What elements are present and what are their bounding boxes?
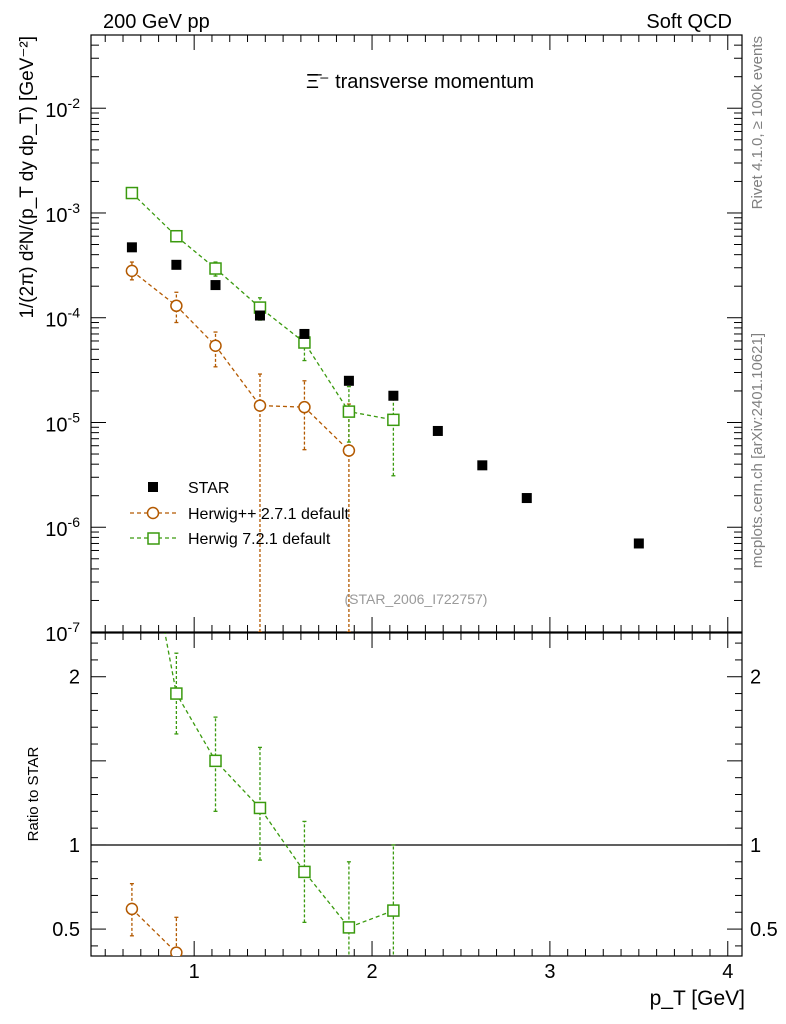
main-point-herwig7 (170, 229, 183, 243)
ratio-point-herwig7 (298, 865, 311, 879)
legend-label-star: STAR (188, 480, 229, 497)
ratio-axis-ticks (91, 633, 742, 956)
ratio-y-tick-label-right: 2 (750, 667, 761, 689)
legend-marker-star (148, 482, 158, 492)
main-point-star (521, 493, 532, 504)
main-point-herwig7 (125, 186, 139, 200)
legend-entry-herwigpp: Herwig++ 2.7.1 default (130, 506, 350, 523)
ratio-series-herwig7 (126, 453, 400, 956)
main-line-herwigpp (131, 270, 350, 451)
main-point-star (126, 242, 137, 253)
rivet-version-label: Rivet 4.1.0, ≥ 100k events (749, 36, 766, 209)
ratio-panel: 0.5 0.5 1 1 2 2 1 2 3 4 Ratio to STAR p_T [GeV] (25, 453, 778, 1010)
ratio-point-herwigpp (125, 902, 139, 916)
main-y-tick-label: 10-7 (45, 619, 80, 646)
ratio-x-tick-labels: 1 2 3 4 (189, 961, 734, 983)
main-point-star (477, 460, 488, 471)
chart-title: Ξ̄⁻ transverse momentum (306, 71, 534, 93)
x-tick-label: 4 (722, 961, 733, 983)
legend-entry-herwig7: Herwig 7.2.1 default (130, 531, 331, 548)
main-point-herwig7 (387, 413, 400, 427)
ratio-point-herwig7 (387, 904, 400, 917)
main-y-tick-label: 10-2 (45, 95, 80, 122)
ratio-y-tick-label: 1 (69, 835, 80, 857)
legend-marker-herwigpp (146, 506, 160, 520)
main-point-herwigpp (170, 299, 183, 313)
main-point-star (388, 390, 399, 401)
legend-label-herwig7: Herwig 7.2.1 default (188, 531, 331, 548)
x-axis-label: p_T [GeV] (650, 987, 745, 1010)
ratio-y-axis-label: Ratio to STAR (25, 746, 42, 841)
legend-label-herwigpp: Herwig++ 2.7.1 default (188, 506, 350, 523)
ratio-point-herwig7 (170, 687, 183, 700)
header-right-label: Soft QCD (646, 11, 732, 33)
ratio-y-tick-label: 2 (69, 667, 80, 689)
main-axis-ticks (91, 34, 742, 633)
ratio-point-herwig7 (253, 801, 267, 815)
x-tick-label: 3 (544, 961, 555, 983)
header-left-label: 200 GeV pp (103, 11, 210, 33)
main-point-star (210, 280, 221, 291)
ratio-series-herwigpp (125, 883, 183, 956)
main-y-axis-label: 1/(2π) d²N/(p_T dy dp_T) [GeV⁻²] (17, 36, 38, 319)
ratio-y-tick-label-right: 1 (750, 835, 761, 857)
main-point-star (633, 538, 644, 549)
main-point-star (432, 425, 443, 436)
main-y-tick-label: 10-5 (45, 409, 80, 436)
legend: STAR Herwig++ 2.7.1 default Herwig 7.2.1… (130, 480, 350, 548)
main-point-herwigpp (125, 264, 139, 278)
mcplots-label: mcplots.cern.ch [arXiv:2401.10621] (749, 333, 766, 568)
main-point-herwigpp (209, 339, 222, 353)
ratio-point-herwig7 (126, 453, 137, 464)
ratio-line-herwigpp (131, 908, 177, 954)
main-y-tick-labels: 10-2 10-3 10-4 10-5 10-6 10-7 (45, 95, 80, 646)
main-point-herwigpp (253, 399, 267, 412)
main-y-tick-label: 10-4 (45, 305, 80, 332)
ratio-point-herwig7 (342, 921, 356, 934)
legend-entry-star: STAR (148, 480, 229, 497)
main-y-tick-label: 10-6 (45, 514, 80, 541)
main-point-star (171, 259, 182, 270)
ratio-point-herwig7 (209, 754, 222, 768)
analysis-id-label: (STAR_2006_I722757) (345, 591, 488, 607)
main-point-herwig7 (209, 262, 222, 275)
main-point-star (299, 328, 310, 339)
x-tick-label: 1 (189, 961, 200, 983)
ratio-point-herwigpp (170, 946, 183, 956)
main-data-layer (125, 186, 644, 632)
main-point-herwig7 (342, 405, 356, 418)
main-y-tick-label: 10-3 (45, 200, 80, 227)
main-point-star (343, 375, 354, 386)
main-series-herwigpp (125, 261, 356, 632)
main-panel: 10-2 10-3 10-4 10-5 10-6 10-7 Ξ̄⁻ transverse … (17, 34, 743, 646)
main-point-herwigpp (342, 444, 356, 457)
main-series-star (126, 242, 644, 549)
ratio-y-tick-labels: 0.5 0.5 1 1 2 2 (52, 667, 778, 941)
ratio-y-tick-label-right: 0.5 (750, 919, 778, 941)
main-point-star (254, 310, 265, 321)
chart-title-text: Ξ̄⁻ transverse momentum (306, 71, 534, 93)
main-series-herwig7 (125, 186, 400, 477)
main-point-herwigpp (298, 400, 311, 414)
x-tick-label: 2 (366, 961, 377, 983)
ratio-y-tick-label: 0.5 (52, 919, 80, 941)
ratio-data-layer (125, 453, 400, 956)
legend-marker-herwig7 (147, 532, 160, 545)
ratio-frame (90, 632, 743, 957)
